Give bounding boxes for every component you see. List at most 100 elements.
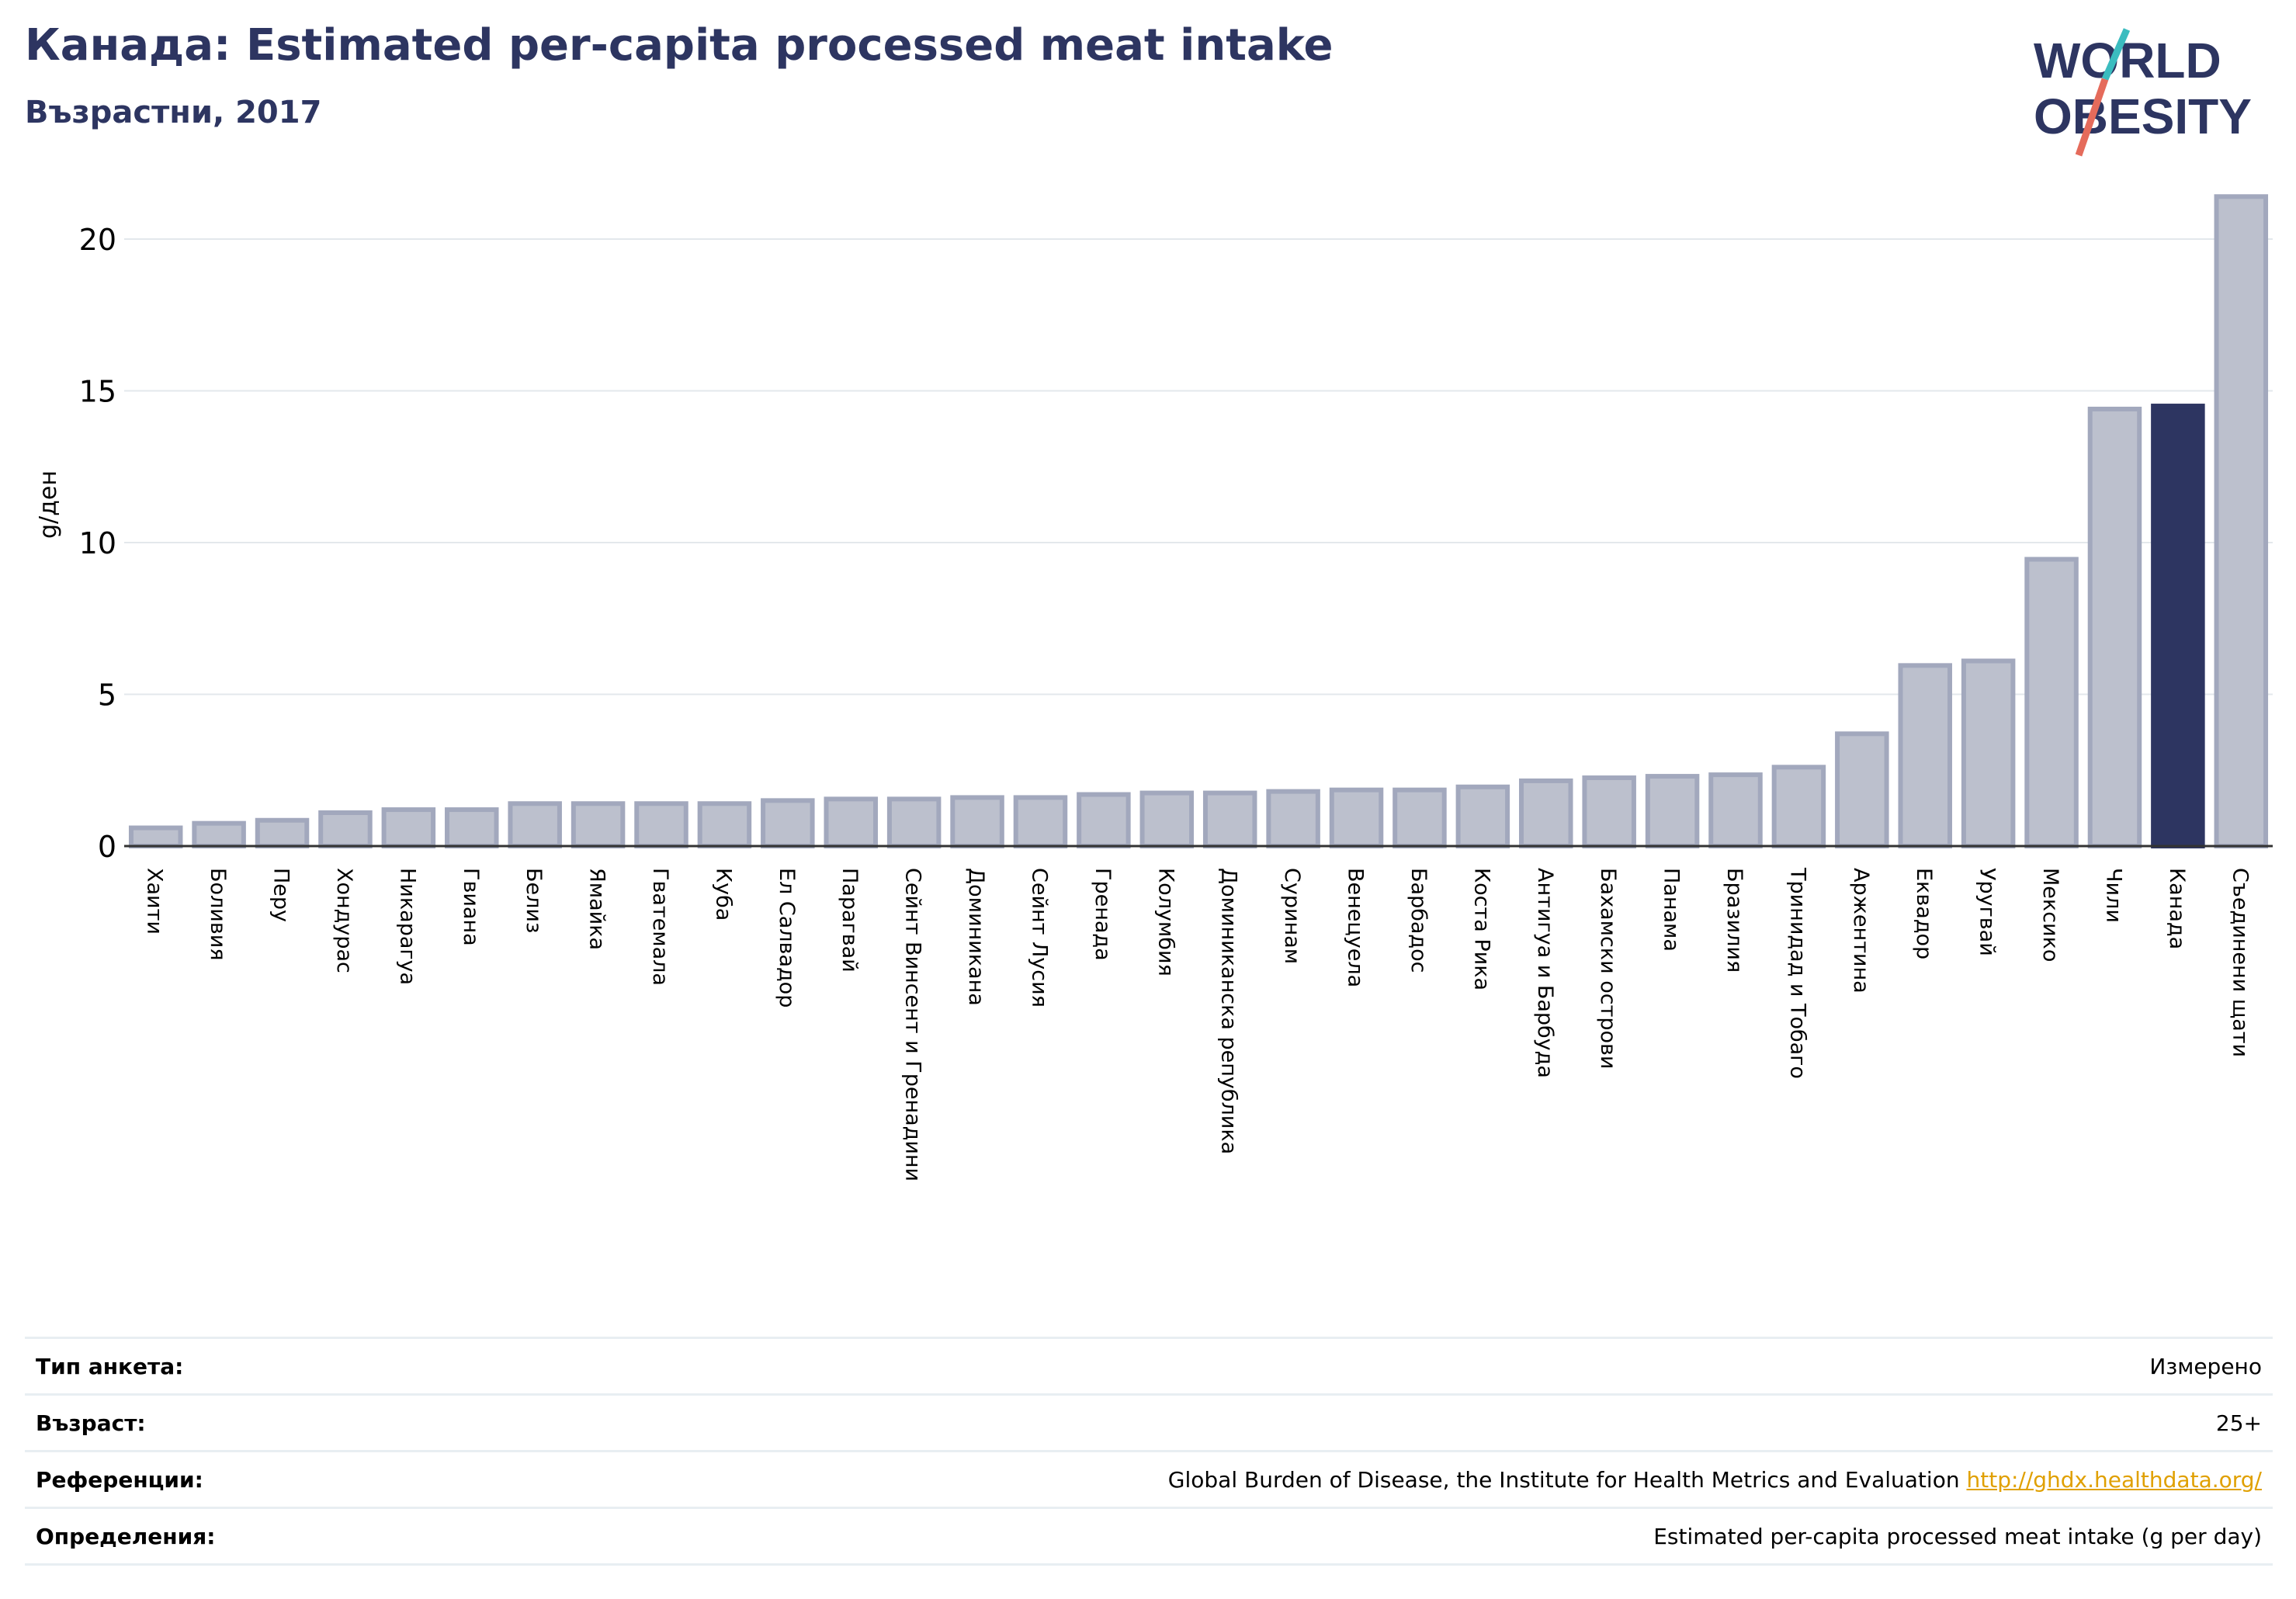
x-tick-label: Венецуела xyxy=(1344,868,1368,987)
bar xyxy=(1455,784,1510,849)
bar xyxy=(381,807,436,848)
bar xyxy=(2087,406,2142,848)
info-row-definitions: Определения: Estimated per-capita proces… xyxy=(25,1507,2273,1566)
bar xyxy=(1329,787,1384,848)
x-tick-label: Колумбия xyxy=(1153,868,1177,976)
bar xyxy=(1393,787,1447,848)
x-tick-label: Доминиканска република xyxy=(1217,868,1241,1154)
bar xyxy=(1771,765,1826,849)
x-tick-label: Антигуа и Барбуда xyxy=(1533,868,1557,1078)
x-tick-label: Ел Салвадор xyxy=(775,868,799,1008)
x-tick-label: Парагвай xyxy=(838,868,862,973)
y-tick-label: 20 xyxy=(79,223,116,257)
x-tick-label: Канада xyxy=(2165,868,2189,949)
grid-lines xyxy=(124,238,2273,695)
x-tick-label: Чили xyxy=(2101,868,2125,923)
bar xyxy=(255,817,310,849)
bar xyxy=(886,796,942,849)
x-tick-label: Гренада xyxy=(1091,868,1115,961)
bar xyxy=(1835,731,1889,849)
logo-slash-teal xyxy=(2101,28,2131,81)
bar xyxy=(318,810,373,848)
logo-text-obesity: OBESITY xyxy=(2034,88,2252,144)
x-tick-label: Хондурас xyxy=(332,868,356,973)
bar xyxy=(1582,775,1636,849)
bar xyxy=(1961,658,2016,848)
info-value: 25+ xyxy=(2215,1410,2262,1436)
x-tick-label: Панама xyxy=(1660,868,1684,952)
bar xyxy=(1898,663,1952,848)
bar xyxy=(634,801,688,849)
y-tick-label: 5 xyxy=(98,678,116,713)
logo-slash-red xyxy=(2075,78,2109,157)
x-tick-label: Перу xyxy=(269,868,293,922)
bar-highlighted xyxy=(2151,404,2205,848)
info-label: Тип анкета: xyxy=(36,1353,184,1379)
bars xyxy=(128,194,2269,849)
x-tick-label: Барбадос xyxy=(1406,868,1431,973)
y-axis-label: g/ден xyxy=(35,470,62,539)
info-label: Референции: xyxy=(36,1466,203,1493)
x-tick-label: Гвиана xyxy=(459,868,483,946)
info-label: Възраст: xyxy=(36,1410,146,1436)
x-tick-label: Тринидад и Тобаго xyxy=(1785,867,1809,1079)
bar xyxy=(761,798,815,848)
x-tick-label: Куба xyxy=(711,868,735,921)
x-tick-label: Мексико xyxy=(2038,868,2062,962)
info-row-age: Възраст: 25+ xyxy=(25,1393,2273,1450)
bar xyxy=(950,795,1004,848)
x-tick-label: Сейнт Лусия xyxy=(1027,868,1051,1008)
info-label: Определения: xyxy=(36,1523,216,1549)
x-axis-ticks: Хаити Боливия Перу Хондурас Никарагуа Гвиана Б… xyxy=(143,867,2253,1181)
x-tick-label: Съединени щати xyxy=(2228,868,2252,1057)
info-value: Estimated per-capita processed meat inta… xyxy=(1653,1523,2262,1549)
x-tick-label: Гватемала xyxy=(648,868,672,986)
x-tick-label: Сейнт Винсент и Гренадини xyxy=(901,868,925,1181)
bar xyxy=(508,801,562,849)
x-tick-label: Боливия xyxy=(206,868,230,961)
bar xyxy=(1013,795,1068,848)
info-value-references: Global Burden of Disease, the Institute … xyxy=(1168,1467,2273,1493)
y-tick-label: 10 xyxy=(79,526,116,560)
bar xyxy=(824,796,878,849)
x-tick-label: Аржентина xyxy=(1849,868,1873,994)
x-tick-label: Еквадор xyxy=(1912,868,1936,959)
bar xyxy=(128,825,183,849)
x-tick-label: Суринам xyxy=(1280,868,1304,964)
x-tick-label: Бахамски острови xyxy=(1596,868,1620,1069)
info-value: Измерено xyxy=(2149,1353,2262,1379)
bar xyxy=(1708,772,1763,848)
bar xyxy=(192,820,246,849)
page-title: Канада: Estimated per-capita processed m… xyxy=(25,20,1334,71)
x-tick-label: Уругвай xyxy=(1975,868,1999,956)
bar xyxy=(571,801,626,849)
reference-text: Global Burden of Disease, the Institute … xyxy=(1167,1466,1960,1493)
bar xyxy=(1645,774,1700,849)
page-subtitle: Възрастни, 2017 xyxy=(25,95,322,130)
bar xyxy=(2024,557,2079,848)
info-table: Тип анкета: Измерено Възраст: 25+ Рефере… xyxy=(25,1337,2273,1566)
logo-text-world: WORLD xyxy=(2034,33,2221,88)
x-tick-label: Ямайка xyxy=(585,868,609,950)
x-tick-label: Белиз xyxy=(522,868,546,933)
bar xyxy=(1077,792,1131,849)
bar xyxy=(1519,778,1573,848)
y-axis-ticks: 0 5 10 15 20 xyxy=(79,223,116,864)
x-tick-label: Коста Рика xyxy=(1469,868,1493,990)
info-row-survey-type: Тип анкета: Измерено xyxy=(25,1337,2273,1393)
x-tick-label: Бразилия xyxy=(1722,868,1746,973)
world-obesity-logo: WORLD OBESITY xyxy=(2034,28,2252,157)
x-tick-label: Никарагуа xyxy=(395,868,419,985)
y-tick-label: 15 xyxy=(79,375,116,409)
x-tick-label: Доминикана xyxy=(964,868,988,1006)
bar xyxy=(1202,790,1257,849)
bar xyxy=(1139,790,1195,849)
info-row-references: Референции: Global Burden of Disease, th… xyxy=(25,1450,2273,1507)
reference-link[interactable]: http://ghdx.healthdata.org/ xyxy=(1966,1466,2262,1493)
bar xyxy=(697,801,752,849)
bar xyxy=(2214,194,2269,848)
bar-chart: 0 5 10 15 20 g/ден Хаити Боливия Перу Хондурас Н… xyxy=(35,194,2273,1181)
x-tick-label: Хаити xyxy=(143,868,167,935)
bar xyxy=(445,807,499,848)
y-tick-label: 0 xyxy=(98,830,116,864)
